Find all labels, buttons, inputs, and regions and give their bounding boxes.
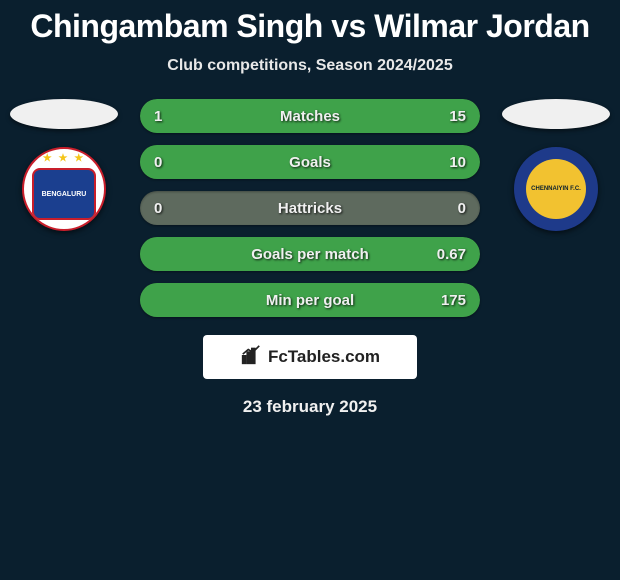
stat-bar: Hattricks0 0: [140, 191, 480, 225]
stat-value-right: 0.67: [437, 246, 466, 263]
stat-bar: Matches1 15: [140, 99, 480, 133]
left-player-column: ★ ★ ★ BENGALURU: [4, 99, 124, 231]
right-flag: [502, 99, 610, 129]
right-club-badge-inner: CHENNAIYIN F.C.: [526, 159, 586, 219]
right-player-column: CHENNAIYIN F.C.: [496, 99, 616, 231]
stat-value-right: 10: [449, 154, 466, 171]
stat-value-right: 175: [441, 292, 466, 309]
stat-value-right: 0: [458, 200, 466, 217]
left-club-badge-inner: BENGALURU: [32, 168, 96, 220]
stat-label: Min per goal: [140, 292, 480, 309]
stat-value-left: 0: [154, 154, 162, 171]
stat-value-left: 1: [154, 108, 162, 125]
date-text: 23 february 2025: [0, 397, 620, 417]
stat-value-left: 0: [154, 200, 162, 217]
star-icon: ★ ★ ★: [43, 153, 85, 164]
stat-label: Goals per match: [140, 246, 480, 263]
comparison-container: ★ ★ ★ BENGALURU Matches115Goals010Hattri…: [0, 99, 620, 317]
stat-label: Goals: [140, 154, 480, 171]
stat-bar: Goals0 10: [140, 145, 480, 179]
left-club-badge: ★ ★ ★ BENGALURU: [22, 147, 106, 231]
brand-attribution: FcTables.com: [203, 335, 417, 379]
brand-text: FcTables.com: [268, 347, 380, 367]
page-subtitle: Club competitions, Season 2024/2025: [0, 57, 620, 75]
chart-icon: [240, 344, 262, 371]
stat-bar: Min per goal175: [140, 283, 480, 317]
stats-column: Matches115Goals010Hattricks00Goals per m…: [140, 99, 480, 317]
stat-label: Matches: [140, 108, 480, 125]
right-club-badge: CHENNAIYIN F.C.: [514, 147, 598, 231]
left-flag: [10, 99, 118, 129]
left-club-name: BENGALURU: [42, 191, 87, 198]
page-title: Chingambam Singh vs Wilmar Jordan: [0, 0, 620, 45]
stat-bar: Goals per match0.67: [140, 237, 480, 271]
right-club-name: CHENNAIYIN F.C.: [531, 186, 581, 192]
stat-label: Hattricks: [140, 200, 480, 217]
stat-value-right: 15: [449, 108, 466, 125]
